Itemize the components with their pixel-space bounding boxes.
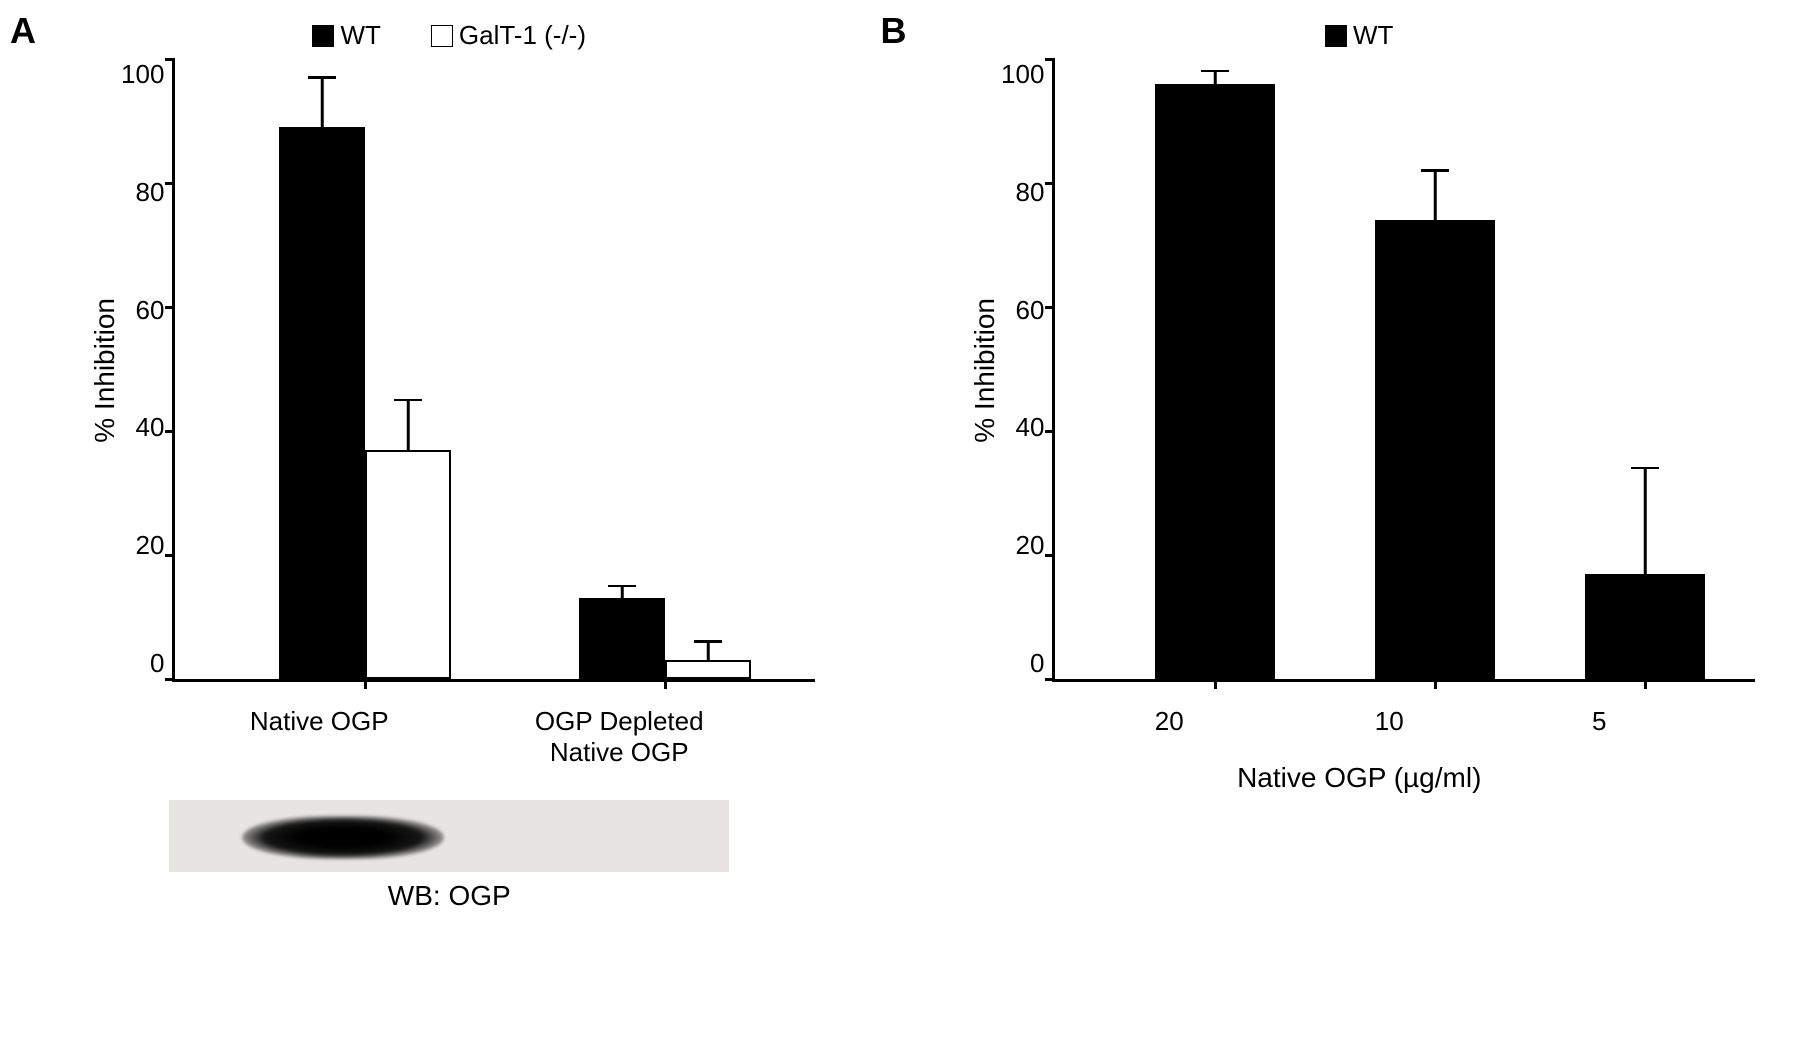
legend-label: GalT-1 (-/-) bbox=[459, 20, 586, 51]
bar bbox=[1375, 220, 1495, 679]
wb-band bbox=[242, 816, 444, 859]
panel-b: B WT % Inhibition 100806040200 20105 Nat… bbox=[890, 20, 1780, 794]
y-tick-mark bbox=[165, 678, 175, 681]
error-cap bbox=[394, 399, 422, 402]
x-tick-mark bbox=[1214, 679, 1217, 689]
error-bar bbox=[621, 586, 624, 598]
x-category-label: 5 bbox=[1539, 706, 1659, 737]
y-tick-mark bbox=[165, 430, 175, 433]
y-tick-mark bbox=[165, 554, 175, 557]
y-tick-label: 100 bbox=[1001, 59, 1044, 90]
legend-swatch bbox=[431, 25, 453, 47]
panel-a-label: A bbox=[10, 10, 36, 52]
bar bbox=[579, 598, 665, 679]
x-category-label: Native OGP bbox=[179, 706, 459, 737]
x-tick-mark bbox=[1434, 679, 1437, 689]
panel-a-ylabel: % Inhibition bbox=[83, 298, 121, 443]
y-tick-mark bbox=[1045, 430, 1055, 433]
panel-b-label: B bbox=[880, 10, 906, 52]
x-tick-mark bbox=[1644, 679, 1647, 689]
panel-b-chart: WT % Inhibition 100 80 60 40 20 0 20 10 5 Nativ… bbox=[938, 20, 1780, 794]
x-category-label: OGP Depleted Native OGP bbox=[479, 706, 759, 768]
y-tick-label: 20 bbox=[1016, 530, 1045, 561]
western-blot-strip bbox=[169, 800, 729, 872]
legend-swatch bbox=[1325, 25, 1347, 47]
error-cap bbox=[1201, 70, 1229, 73]
legend-item: WT bbox=[1325, 20, 1393, 51]
y-tick-label: 80 bbox=[136, 177, 165, 208]
error-bar bbox=[1644, 468, 1647, 573]
y-tick-mark bbox=[165, 182, 175, 185]
error-cap bbox=[1631, 467, 1659, 470]
x-category-label: 10 bbox=[1329, 706, 1449, 737]
western-blot-label: WB: OGP bbox=[388, 880, 511, 912]
legend-item: GalT-1 (-/-) bbox=[431, 20, 586, 51]
error-bar bbox=[1214, 71, 1217, 83]
panel-a-xlabels: Native OGP OGP Depleted Native OGP bbox=[129, 706, 769, 776]
bar bbox=[1155, 84, 1275, 679]
legend-item: WT bbox=[312, 20, 380, 51]
panel-a-plot bbox=[172, 59, 815, 682]
figure-container: A WTGalT-1 (-/-) % Inhibition 1008060402… bbox=[20, 20, 1780, 912]
panel-a-chart-area: % Inhibition 100 80 60 40 20 0 bbox=[83, 59, 815, 682]
panel-b-chart-area: % Inhibition 100 80 60 40 20 0 bbox=[963, 59, 1755, 682]
error-cap bbox=[308, 76, 336, 79]
x-tick-mark bbox=[664, 679, 667, 689]
y-tick-mark bbox=[165, 58, 175, 61]
y-tick-mark bbox=[1045, 554, 1055, 557]
error-bar bbox=[1434, 171, 1437, 221]
panel-b-legend: WT bbox=[1325, 20, 1393, 51]
x-category-label: 20 bbox=[1109, 706, 1229, 737]
error-cap bbox=[1421, 169, 1449, 172]
y-tick-label: 60 bbox=[136, 295, 165, 326]
y-tick-label: 40 bbox=[1016, 412, 1045, 443]
y-tick-label: 20 bbox=[136, 530, 165, 561]
x-tick-mark bbox=[364, 679, 367, 689]
y-tick-mark bbox=[1045, 182, 1055, 185]
error-bar bbox=[321, 78, 324, 128]
error-cap bbox=[608, 585, 636, 588]
y-tick-mark bbox=[1045, 306, 1055, 309]
y-tick-label: 0 bbox=[1030, 648, 1044, 679]
panel-a: A WTGalT-1 (-/-) % Inhibition 1008060402… bbox=[20, 20, 830, 912]
y-tick-mark bbox=[1045, 58, 1055, 61]
y-tick-label: 60 bbox=[1016, 295, 1045, 326]
bar bbox=[365, 450, 451, 679]
error-bar bbox=[407, 400, 410, 450]
legend-label: WT bbox=[1353, 20, 1393, 51]
error-bar bbox=[707, 642, 710, 661]
error-cap bbox=[694, 640, 722, 643]
legend-swatch bbox=[312, 25, 334, 47]
y-tick-mark bbox=[1045, 678, 1055, 681]
panel-b-xlabels: 20 10 5 bbox=[1009, 706, 1709, 742]
bar bbox=[1585, 574, 1705, 679]
legend-label: WT bbox=[340, 20, 380, 51]
panel-a-yticks: 100 80 60 40 20 0 bbox=[121, 59, 172, 679]
bar bbox=[279, 127, 365, 679]
y-tick-mark bbox=[165, 306, 175, 309]
panel-b-ylabel: % Inhibition bbox=[963, 298, 1001, 443]
y-tick-label: 0 bbox=[150, 648, 164, 679]
panel-a-chart: WT GalT-1 (-/-) % Inhibition 100 80 60 40 20 0… bbox=[68, 20, 830, 912]
y-tick-label: 100 bbox=[121, 59, 164, 90]
y-tick-label: 80 bbox=[1016, 177, 1045, 208]
panel-a-legend: WT GalT-1 (-/-) bbox=[312, 20, 586, 51]
bar bbox=[665, 660, 751, 679]
panel-b-yticks: 100 80 60 40 20 0 bbox=[1001, 59, 1052, 679]
panel-b-plot bbox=[1052, 59, 1755, 682]
panel-b-xtitle: Native OGP (µg/ml) bbox=[1237, 762, 1481, 794]
y-tick-label: 40 bbox=[136, 412, 165, 443]
